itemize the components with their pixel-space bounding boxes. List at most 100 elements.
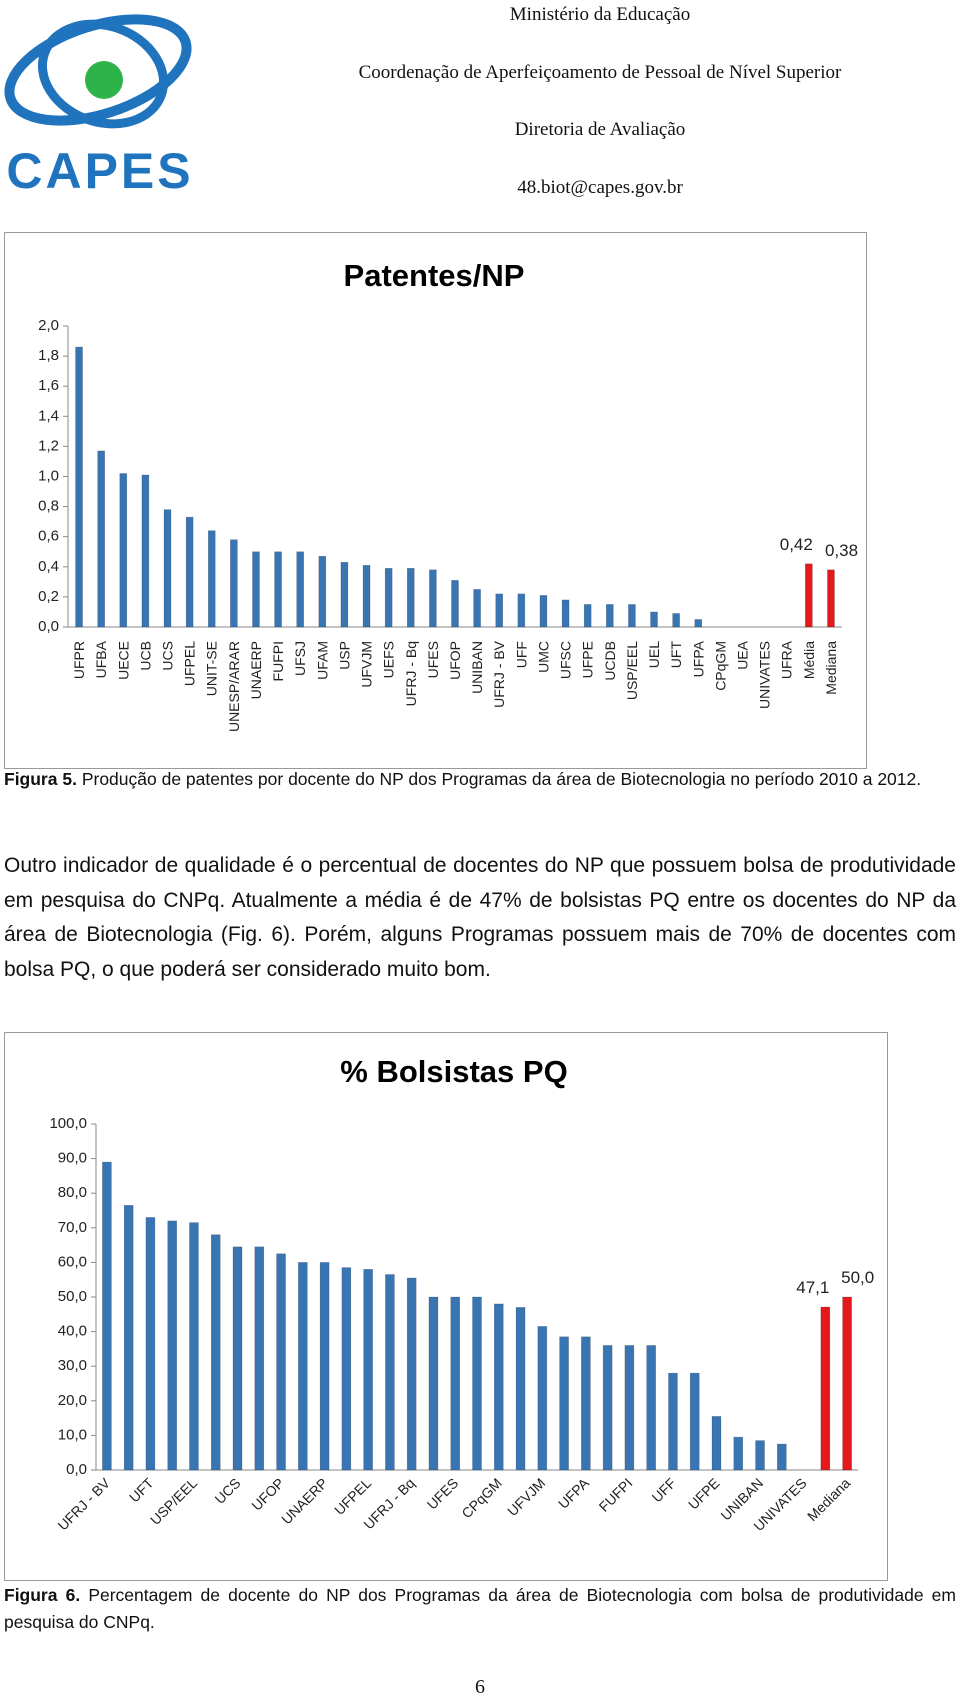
- x-tick-label: UCB: [137, 641, 153, 671]
- data-label: 50,0: [841, 1268, 874, 1287]
- x-tick-label: UCDB: [602, 641, 618, 681]
- x-tick-label: Média: [801, 641, 817, 679]
- caption-text: Percentagem de docente do NP dos Program…: [4, 1585, 956, 1632]
- bar: [276, 1253, 286, 1471]
- bar: [539, 595, 548, 628]
- bar: [102, 1161, 112, 1471]
- bar: [119, 473, 128, 628]
- bar: [581, 1336, 591, 1471]
- x-tick-label: UNAERP: [248, 641, 264, 699]
- bar: [495, 593, 504, 628]
- bar: [232, 1246, 243, 1471]
- bar: [298, 1262, 308, 1471]
- x-tick-label: UEL: [646, 641, 662, 668]
- bar: [428, 1296, 439, 1471]
- data-label: 47,1: [796, 1278, 829, 1297]
- bar: [827, 569, 835, 628]
- chart-title: Patentes/NP: [344, 258, 525, 293]
- x-tick-label: UEA: [734, 640, 750, 669]
- chart: % Bolsistas PQ 0,0 10,0 20,0 30,0 40,0 50,0 60…: [4, 1032, 888, 1581]
- bar: [473, 589, 481, 628]
- bar: [672, 613, 680, 628]
- bar: [517, 593, 526, 628]
- chart: Patentes/NP 0,0 0,2 0,4 0,6 0,8 1,0 1,2 1,4 1,6 1…: [4, 232, 867, 769]
- x-tick-label: UECE: [115, 641, 131, 680]
- bar: [167, 1220, 177, 1471]
- bar: [145, 1217, 156, 1471]
- x-tick-label: UFRJ - BV: [491, 640, 507, 708]
- x-tick-label: UFRJ - Bq: [403, 641, 419, 706]
- bar: [755, 1440, 765, 1471]
- bar: [207, 530, 216, 628]
- bar: [75, 346, 83, 628]
- bar: [362, 564, 371, 628]
- bar: [668, 1372, 678, 1471]
- x-tick-label: UFPR: [71, 641, 87, 679]
- page-number: 6: [475, 1676, 485, 1698]
- bar: [363, 1269, 373, 1471]
- chart-frame: [4, 232, 867, 769]
- y-tick-label: 1,8: [38, 347, 59, 364]
- y-tick-label: 100,0: [49, 1115, 87, 1132]
- bar: [296, 551, 305, 628]
- bar: [820, 1306, 831, 1471]
- x-tick-label: FUFPI: [270, 641, 286, 681]
- bar: [694, 619, 703, 628]
- bar: [605, 604, 614, 628]
- bar: [341, 1267, 352, 1471]
- caption-text: Produção de patentes por docente do NP d…: [81, 769, 922, 789]
- x-tick-label: Mediana: [823, 641, 839, 695]
- x-tick-label: UNIBAN: [469, 641, 485, 694]
- x-tick-label: UFSC: [558, 641, 574, 679]
- bar: [318, 555, 327, 628]
- bar: [711, 1416, 722, 1471]
- bar: [340, 561, 349, 628]
- x-tick-label: UNIVATES: [757, 641, 773, 709]
- y-tick-label: 0,0: [66, 1461, 87, 1478]
- bar: [406, 568, 415, 628]
- bar: [842, 1296, 852, 1471]
- bar: [646, 1345, 656, 1471]
- logo: CAPES: [4, 14, 192, 199]
- y-tick-label: 60,0: [58, 1253, 87, 1270]
- bar: [319, 1262, 330, 1471]
- bar: [602, 1345, 613, 1471]
- y-tick-label: 0,6: [38, 528, 59, 545]
- logo-dot: [85, 61, 123, 99]
- y-tick-label: 70,0: [58, 1219, 87, 1236]
- y-tick-label: 0,2: [38, 588, 59, 605]
- bar: [384, 568, 393, 628]
- bar: [252, 551, 260, 628]
- y-tick-label: 2,0: [38, 317, 59, 334]
- y-tick-label: 0,8: [38, 498, 59, 515]
- x-tick-label: USP/EEL: [624, 641, 640, 700]
- x-tick-label: UFPEL: [182, 641, 198, 686]
- bar: [689, 1372, 700, 1471]
- x-tick-label: UFAM: [314, 641, 330, 680]
- bar: [559, 1336, 569, 1471]
- bar: [628, 604, 636, 628]
- x-tick-label: UFBA: [93, 640, 109, 678]
- logo-ring: [37, 19, 169, 129]
- bar: [650, 611, 658, 628]
- bar: [230, 539, 238, 628]
- bar: [450, 1296, 461, 1471]
- bar: [254, 1246, 265, 1471]
- bar: [624, 1345, 635, 1471]
- y-tick-label: 1,2: [38, 437, 59, 454]
- bar: [429, 569, 437, 628]
- bar: [805, 563, 813, 628]
- x-tick-label: UFRA: [779, 640, 795, 679]
- x-tick-label: UFT: [668, 641, 684, 669]
- data-label: 0,42: [780, 535, 813, 554]
- x-tick-label: UNESP/ARAR: [226, 641, 242, 732]
- x-tick-label: UEFS: [381, 641, 397, 678]
- figure-caption: Figura 5. Produção de patentes por docen…: [4, 766, 956, 793]
- x-tick-label: UFOP: [447, 641, 463, 680]
- chart-title: % Bolsistas PQ: [340, 1054, 567, 1089]
- bar: [776, 1443, 787, 1471]
- y-tick-label: 50,0: [58, 1288, 87, 1305]
- bar: [561, 599, 570, 628]
- bar: [472, 1296, 482, 1471]
- bar: [97, 450, 105, 628]
